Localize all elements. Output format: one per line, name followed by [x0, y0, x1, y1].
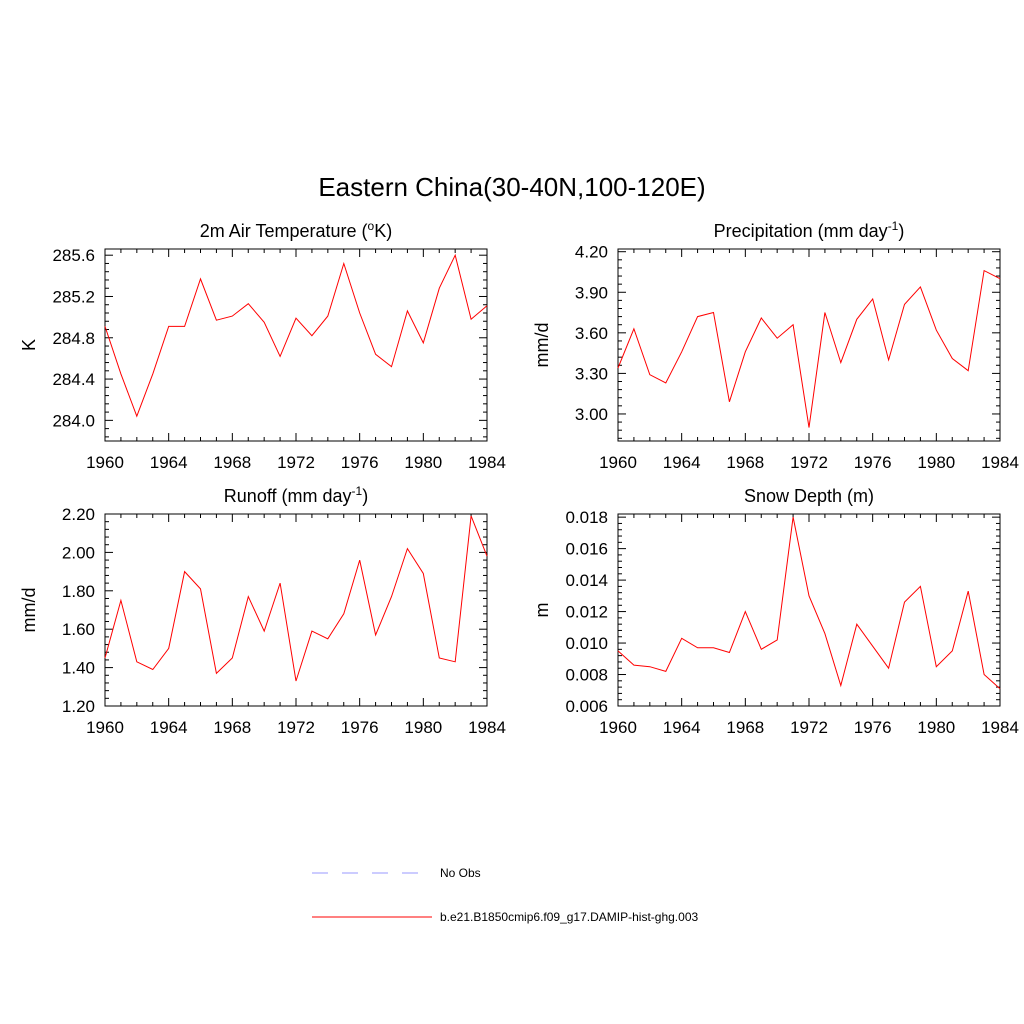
x-tick-label: 1968	[213, 718, 251, 737]
plot-frame	[104, 513, 488, 707]
y-tick-label: 3.60	[575, 324, 608, 343]
y-axis-label: mm/d	[532, 323, 552, 368]
panel-precipitation: Precipitation (mm day-1) mm/d 1960 1964 1968…	[532, 219, 1019, 472]
y-tick-label: 284.0	[52, 411, 95, 430]
x-tick-label: 1980	[404, 718, 442, 737]
y-tick-label: 285.6	[52, 246, 95, 265]
y-tick-label: 1.20	[62, 697, 95, 716]
y-tick-label: 1.60	[62, 620, 95, 639]
series-line	[104, 515, 488, 682]
x-tick-label: 1984	[981, 718, 1019, 737]
x-tick-label: 1976	[854, 453, 892, 472]
x-tick-label: 1960	[86, 718, 124, 737]
y-tick-label: 2.20	[62, 505, 95, 524]
x-tick-label: 1980	[917, 718, 955, 737]
panel-title: Runoff (mm day-1)	[224, 484, 368, 506]
legend: No Obs b.e21.B1850cmip6.f09_g17.DAMIP-his…	[312, 866, 698, 924]
legend-label: b.e21.B1850cmip6.f09_g17.DAMIP-hist-ghg.…	[440, 910, 698, 924]
y-tick-label: 0.006	[565, 697, 608, 716]
x-tick-label: 1960	[599, 453, 637, 472]
x-tick-label: 1964	[663, 453, 701, 472]
x-tick-label: 1972	[790, 718, 828, 737]
x-tick-label: 1976	[341, 718, 379, 737]
series-line	[104, 253, 488, 418]
x-tick-label: 1984	[468, 718, 506, 737]
figure-title: Eastern China(30-40N,100-120E)	[318, 172, 705, 202]
series-line	[617, 517, 1001, 690]
x-tick-label: 1968	[213, 453, 251, 472]
x-tick-label: 1964	[663, 718, 701, 737]
y-tick-label: 1.40	[62, 659, 95, 678]
plot-frame	[617, 248, 1001, 442]
y-tick-label: 284.4	[52, 370, 95, 389]
x-tick-label: 1972	[790, 453, 828, 472]
x-tick-label: 1960	[599, 718, 637, 737]
panel-title: 2m Air Temperature (oK)	[200, 219, 392, 241]
x-tick-label: 1968	[726, 718, 764, 737]
x-tick-label: 1976	[854, 718, 892, 737]
y-tick-label: 0.010	[565, 634, 608, 653]
y-tick-label: 285.2	[52, 287, 95, 306]
x-tick-label: 1984	[468, 453, 506, 472]
x-tick-label: 1960	[86, 453, 124, 472]
legend-label: No Obs	[440, 866, 481, 880]
x-tick-label: 1980	[404, 453, 442, 472]
y-tick-label: 0.018	[565, 508, 608, 527]
y-tick-label: 0.014	[565, 571, 608, 590]
x-tick-label: 1984	[981, 453, 1019, 472]
x-tick-label: 1976	[341, 453, 379, 472]
x-tick-label: 1968	[726, 453, 764, 472]
series-line	[617, 269, 1001, 428]
y-axis-label: m	[532, 603, 552, 618]
panel-temperature: 2m Air Temperature (oK) K 1960 1964 1968 1972…	[19, 219, 506, 472]
plot-frame	[617, 513, 1001, 707]
y-tick-label: 0.008	[565, 666, 608, 685]
y-tick-label: 3.30	[575, 364, 608, 383]
y-axis-label: mm/d	[19, 588, 39, 633]
panel-snow-depth: Snow Depth (m) m 1960 1964 1968 1972 1976 1980 1…	[532, 486, 1019, 737]
panel-title: Precipitation (mm day-1)	[714, 219, 905, 241]
panel-title: Snow Depth (m)	[744, 486, 874, 506]
y-tick-label: 3.90	[575, 283, 608, 302]
x-tick-label: 1980	[917, 453, 955, 472]
x-tick-label: 1972	[277, 453, 315, 472]
y-tick-label: 2.00	[62, 543, 95, 562]
y-tick-label: 3.00	[575, 405, 608, 424]
panels: 2m Air Temperature (oK) K 1960 1964 1968 1972…	[19, 219, 1019, 737]
y-tick-label: 0.016	[565, 540, 608, 559]
y-axis-label: K	[19, 339, 39, 351]
y-tick-label: 284.8	[52, 329, 95, 348]
x-tick-label: 1972	[277, 718, 315, 737]
y-tick-label: 4.20	[575, 243, 608, 262]
panel-runoff: Runoff (mm day-1) mm/d 1960 1964 1968 1972 197…	[19, 484, 506, 737]
x-tick-label: 1964	[150, 453, 188, 472]
y-tick-label: 1.80	[62, 582, 95, 601]
y-tick-label: 0.012	[565, 603, 608, 622]
x-tick-label: 1964	[150, 718, 188, 737]
